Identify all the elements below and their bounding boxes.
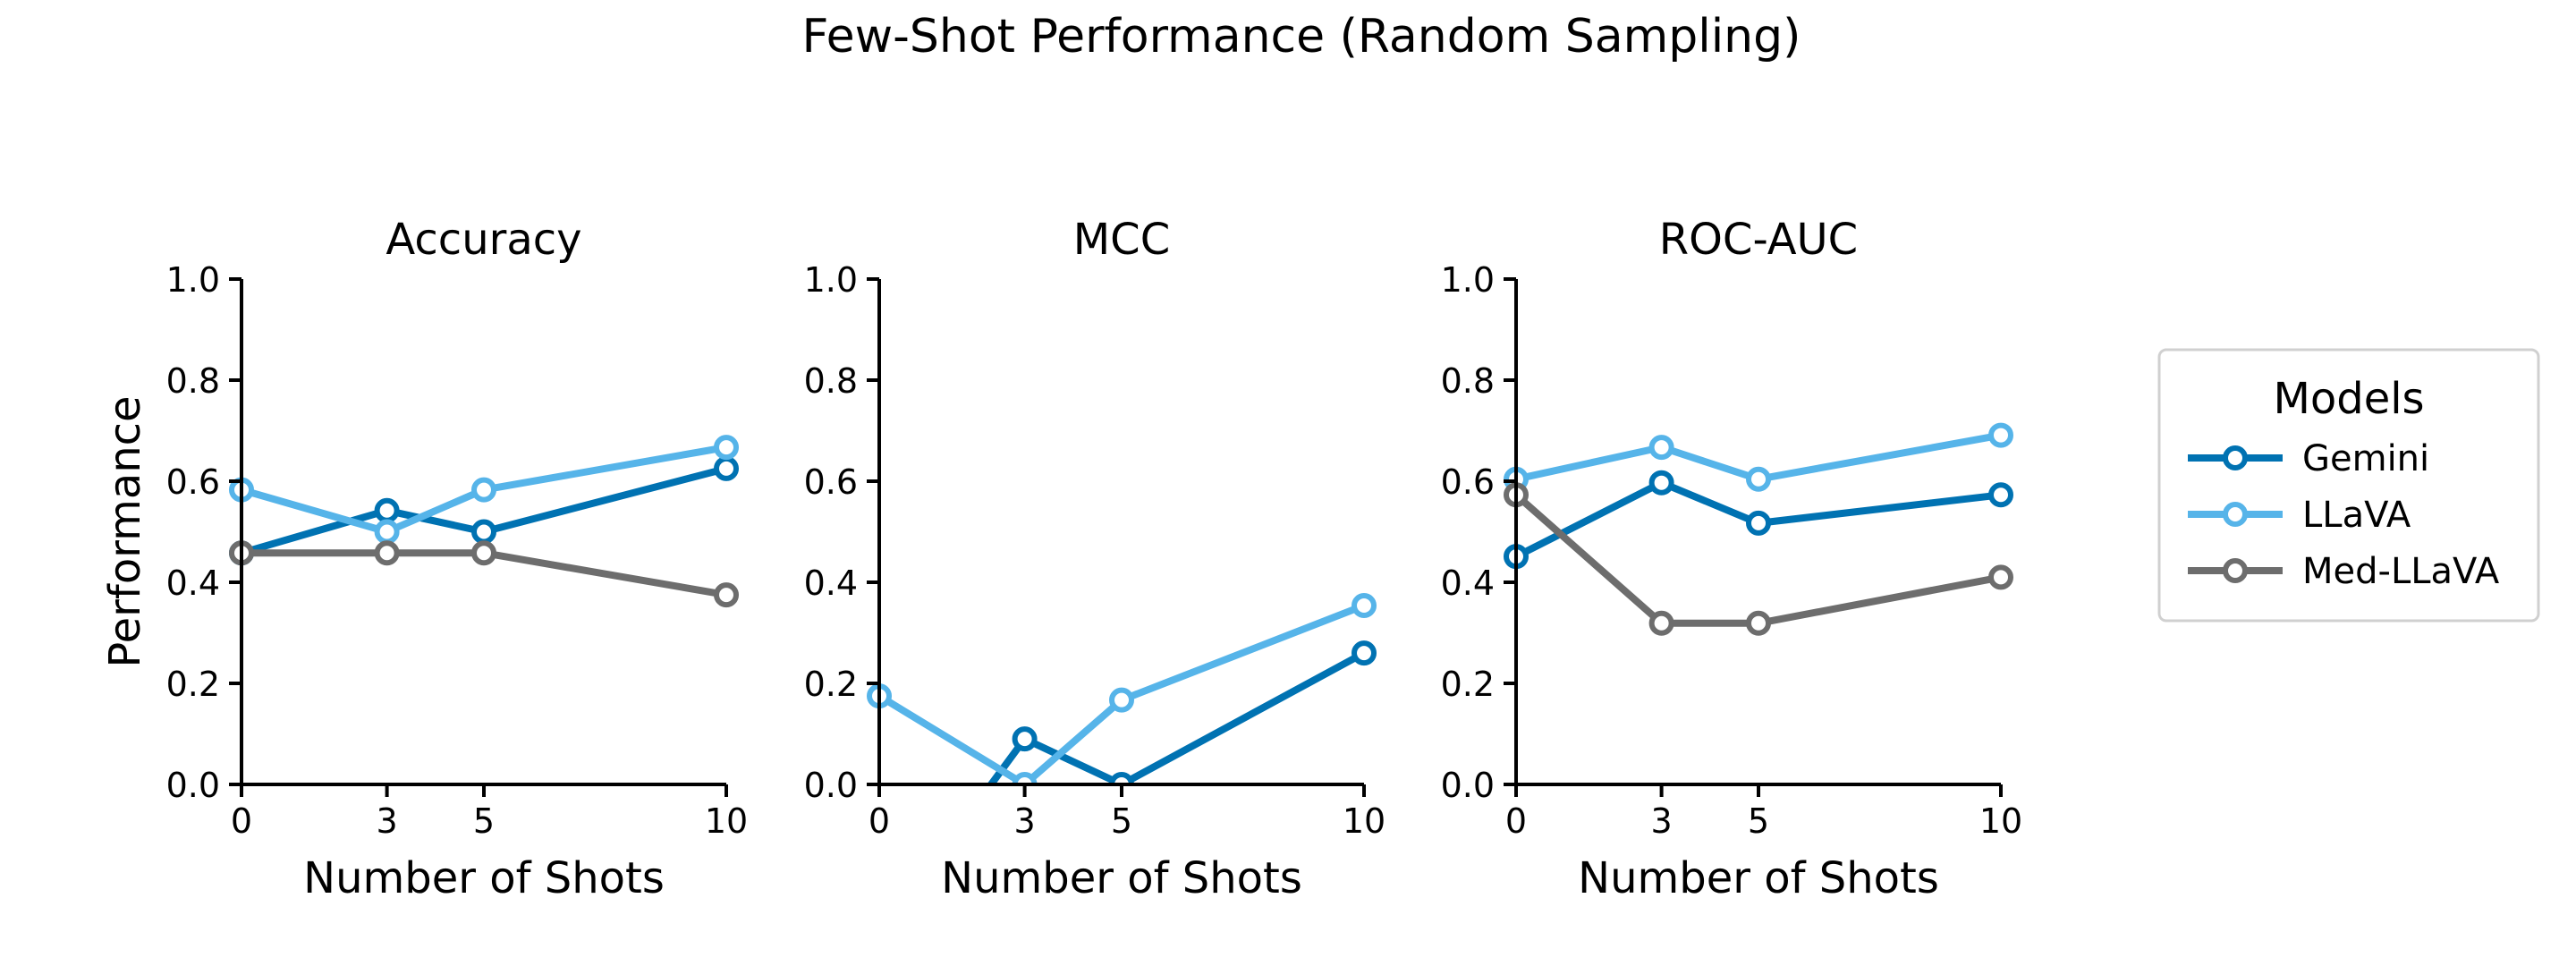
chart-3-point-gemini-5: [1746, 510, 1771, 536]
chart-2-x-label: Number of Shots: [941, 853, 1302, 903]
chart-3-y-tick-label: 0.0: [1441, 766, 1495, 805]
chart-3-y-tick-label: 0.2: [1441, 665, 1495, 704]
chart-3-y-tick-label: 0.4: [1441, 564, 1495, 603]
legend-marker-med-llava: [2223, 558, 2248, 583]
chart-3-series-group: [1504, 422, 2013, 636]
chart-1-point-med-llava-3: [374, 540, 400, 566]
chart-3-panel: ROC-AUC 0.0 0.2 0.4 0.6 0.8 1.0 0 3 5 10 Number of …: [1441, 215, 2023, 903]
chart-2-x-tick-label: 5: [1111, 801, 1132, 841]
legend-label-llava: LLaVA: [2302, 495, 2411, 536]
chart-1-y-tick-label: 0.6: [166, 462, 220, 502]
chart-2-point-gemini-3: [1012, 726, 1038, 752]
chart-1-point-gemini-5: [471, 519, 496, 545]
chart-1-panel: Accuracy 0.0 0.2 0.4 0.6 0.8 1.0 0 3 5 10 Number of…: [100, 215, 748, 903]
legend-marker-llava: [2223, 502, 2248, 527]
chart-2-y-tick-label: 0.0: [804, 766, 858, 805]
chart-2-series-line-llava: [877, 602, 1366, 784]
chart-1-x-tick-label: 0: [231, 801, 252, 841]
chart-3-point-llava-5: [1746, 466, 1771, 492]
legend-title: Models: [2273, 374, 2424, 424]
chart-2-series-line-gemini: [987, 649, 1366, 784]
chart-1-y-label: Performance: [100, 395, 150, 667]
figure-title: Few-Shot Performance (Random Sampling): [802, 10, 1801, 64]
chart-1-series-line-gemini: [240, 465, 728, 557]
chart-1-series-line-llava: [240, 444, 727, 536]
chart-1-point-llava-5: [471, 477, 496, 503]
chart-3-point-llava-3: [1648, 435, 1674, 461]
chart-1-point-llava-10: [714, 435, 739, 461]
chart-3-point-llava-10: [1988, 422, 2013, 448]
chart-1-y-tick-label: 1.0: [166, 260, 220, 300]
chart-2-y-tick-label: 0.6: [804, 462, 858, 502]
chart-2-title: MCC: [1073, 215, 1170, 265]
legend-marker-gemini: [2223, 445, 2248, 470]
chart-panels: Accuracy 0.0 0.2 0.4 0.6 0.8 1.0 0 3 5 10 Number of…: [100, 215, 2023, 903]
chart-3-point-med-llava-3: [1648, 610, 1674, 636]
chart-2-series-group: [867, 592, 1377, 784]
chart-1-y-tick-label: 0.4: [166, 564, 220, 603]
chart-3-point-gemini-3: [1648, 470, 1674, 496]
chart-1-y-tick-label: 0.8: [166, 361, 220, 401]
chart-2-y-tick-label: 0.8: [804, 361, 858, 401]
chart-2-panel: MCC 0.0 0.2 0.4 0.6 0.8 1.0 0 3 5 10 Number of Shot…: [804, 215, 1386, 903]
chart-3-series-line-med-llava: [1513, 492, 2002, 627]
chart-3-point-gemini-10: [1988, 482, 2013, 508]
chart-1-point-med-llava-5: [471, 540, 496, 566]
chart-2-x-tick-label: 3: [1014, 801, 1036, 841]
chart-2-point-llava-10: [1352, 592, 1377, 618]
chart-3-x-tick-label: 5: [1748, 801, 1769, 841]
chart-1-x-tick-label: 5: [473, 801, 495, 841]
legend: Models Gemini LLaVA Med-LLaVA: [2157, 348, 2540, 623]
chart-3-title: ROC-AUC: [1659, 215, 1858, 265]
chart-1-x-tick-label: 10: [705, 801, 748, 841]
chart-2-y-tick-label: 1.0: [804, 260, 858, 300]
chart-3-x-tick-label: 3: [1651, 801, 1673, 841]
chart-2-y-tick-label: 0.2: [804, 665, 858, 704]
chart-2-point-gemini-5: [1109, 772, 1134, 784]
chart-1-point-gemini-3: [374, 497, 400, 523]
chart-1-title: Accuracy: [386, 215, 581, 265]
chart-1-x-tick-label: 3: [377, 801, 398, 841]
chart-1-y-tick-label: 0.0: [166, 766, 220, 805]
chart-2-point-llava-5: [1109, 687, 1134, 713]
chart-3-x-tick-label: 0: [1505, 801, 1527, 841]
chart-1-point-med-llava-10: [714, 582, 739, 608]
chart-3-x-tick-label: 10: [1979, 801, 2022, 841]
chart-3-series-line-llava: [1515, 431, 2002, 483]
chart-1-point-llava-3: [374, 519, 400, 545]
chart-2-point-gemini-10: [1352, 640, 1377, 666]
chart-3-y-tick-label: 1.0: [1441, 260, 1495, 300]
chart-2-x-tick-label: 0: [869, 801, 890, 841]
legend-label-med-llava: Med-LLaVA: [2302, 551, 2500, 592]
legend-label-gemini: Gemini: [2302, 438, 2429, 479]
chart-1-y-tick-label: 0.2: [166, 665, 220, 704]
chart-1-series-line-med-llava: [242, 549, 727, 599]
chart-2-y-tick-label: 0.4: [804, 564, 858, 603]
chart-2-point-llava-3: [1012, 772, 1038, 784]
chart-3-y-tick-label: 0.6: [1441, 462, 1495, 502]
chart-2-x-tick-label: 10: [1343, 801, 1385, 841]
chart-3-point-med-llava-10: [1988, 564, 2013, 590]
chart-3-point-med-llava-5: [1746, 610, 1771, 636]
chart-1-point-gemini-10: [714, 455, 739, 481]
chart-1-x-label: Number of Shots: [303, 853, 665, 903]
chart-3-series-line-gemini: [1514, 479, 2002, 560]
legend-frame: [2157, 348, 2540, 623]
chart-3-y-tick-label: 0.8: [1441, 361, 1495, 401]
chart-3-x-label: Number of Shots: [1578, 853, 1939, 903]
